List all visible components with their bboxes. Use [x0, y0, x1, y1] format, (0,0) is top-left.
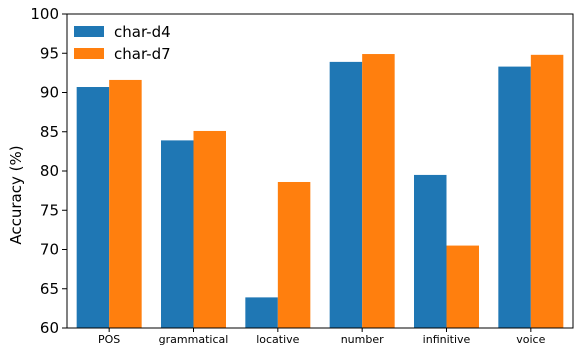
y-tick-label: 85	[40, 123, 59, 141]
bar-char-d7-POS	[109, 79, 142, 328]
x-tick-label: voice	[516, 333, 545, 346]
y-tick-label: 80	[40, 162, 59, 180]
bar-char-d7-locative	[277, 181, 311, 328]
x-tick-label: infinitive	[423, 333, 471, 346]
y-tick-label: 95	[40, 44, 59, 62]
y-tick-label: 70	[40, 241, 59, 259]
x-tick-label: grammatical	[159, 333, 229, 346]
legend: char-d4 char-d7	[74, 23, 171, 63]
bar-char-d7-number	[362, 54, 395, 328]
y-tick-label: 100	[30, 5, 59, 23]
bar-char-d4-voice	[498, 66, 531, 328]
y-axis-title: Accuracy (%)	[7, 145, 25, 244]
y-tick-label: 75	[40, 201, 59, 219]
legend-swatch-char-d4	[74, 26, 104, 37]
bar-char-d7-voice	[530, 54, 564, 328]
legend-label-char-d7: char-d7	[114, 45, 171, 63]
bar-char-d4-locative	[245, 297, 278, 328]
bar-char-d4-POS	[76, 87, 110, 328]
x-axis-ticks: POS grammatical locative number infinitive vo…	[98, 328, 546, 346]
bar-char-d4-number	[329, 61, 363, 328]
y-tick-label: 65	[40, 280, 59, 298]
legend-label-char-d4: char-d4	[114, 23, 171, 41]
bar-char-d4-infinitive	[414, 174, 447, 328]
y-tick-label: 60	[40, 319, 59, 337]
legend-swatch-char-d7	[74, 48, 104, 59]
bars-group	[76, 54, 564, 328]
y-tick-label: 90	[40, 84, 59, 102]
x-tick-label: locative	[256, 333, 299, 346]
y-axis-ticks: 60 65 70 75 80 85 90 95 100	[30, 5, 67, 337]
x-tick-label: number	[341, 333, 384, 346]
bar-char-d4-grammatical	[161, 140, 194, 328]
bar-char-d7-infinitive	[446, 245, 479, 328]
plot-frame	[66, 13, 574, 329]
bar-char-d7-grammatical	[193, 130, 226, 328]
x-tick-label: POS	[98, 333, 120, 346]
